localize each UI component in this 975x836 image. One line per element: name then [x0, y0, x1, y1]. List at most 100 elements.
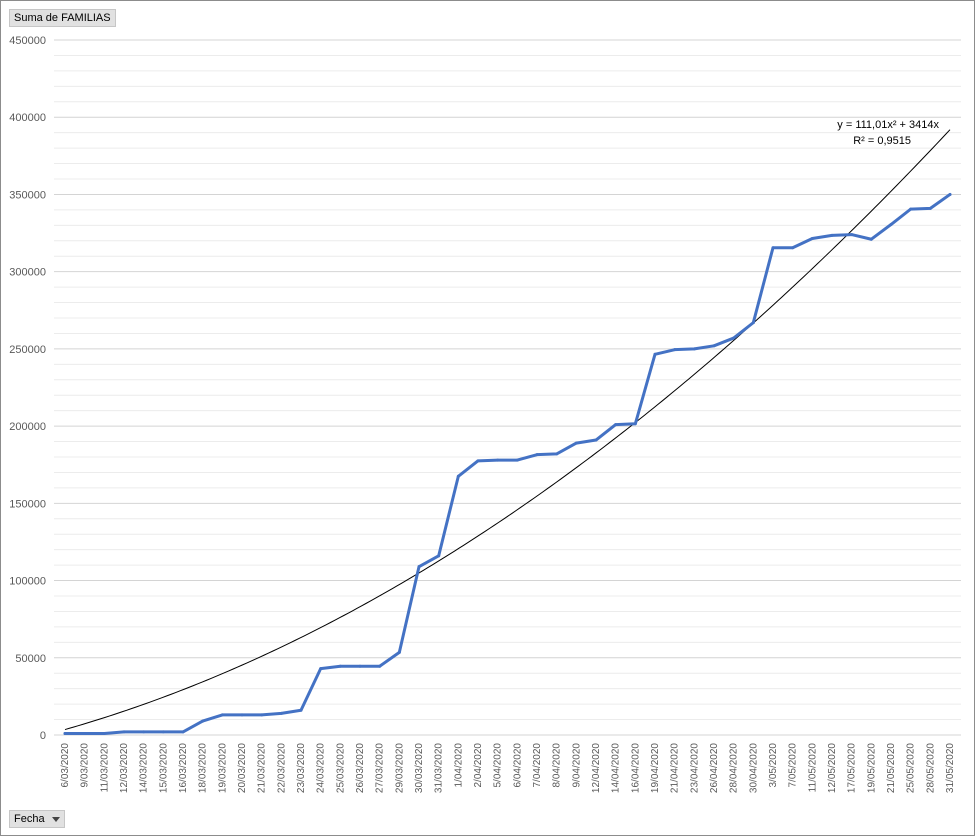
x-tick-label: 26/03/2020 — [355, 743, 366, 793]
data-point — [220, 713, 224, 717]
x-tick-label: 3/05/2020 — [768, 743, 779, 788]
data-point — [712, 344, 716, 348]
data-point — [358, 664, 362, 668]
x-tick-label: 24/03/2020 — [316, 743, 327, 793]
x-tick-label: 5/04/2020 — [493, 743, 504, 788]
data-point — [909, 207, 913, 211]
data-point — [476, 459, 480, 463]
data-point — [496, 458, 500, 462]
x-tick-label: 30/04/2020 — [748, 743, 759, 793]
y-tick-label: 200000 — [9, 421, 46, 433]
data-point — [102, 731, 106, 735]
trendline-group — [64, 129, 951, 731]
x-tick-label: 6/03/2020 — [60, 743, 71, 788]
data-point — [948, 192, 952, 196]
y-tick-label: 0 — [40, 730, 46, 742]
x-tick-label: 25/05/2020 — [906, 743, 917, 793]
data-point — [653, 352, 657, 356]
x-tick-label: 14/03/2020 — [139, 743, 150, 793]
y-tick-label: 450000 — [9, 35, 46, 47]
x-tick-label: 7/05/2020 — [788, 743, 799, 788]
data-point — [791, 246, 795, 250]
trendline — [64, 129, 951, 731]
x-tick-label: 12/05/2020 — [827, 743, 838, 793]
x-tick-label: 9/04/2020 — [571, 743, 582, 788]
trendline-r2: R² = 0,9515 — [853, 135, 911, 147]
x-tick-label: 20/03/2020 — [237, 743, 248, 793]
data-point — [83, 731, 87, 735]
x-tick-label: 19/05/2020 — [866, 743, 877, 793]
x-tick-label: 30/03/2020 — [414, 743, 425, 793]
x-tick-label: 29/03/2020 — [394, 743, 405, 793]
x-tick-label: 17/05/2020 — [847, 743, 858, 793]
x-tick-label: 31/03/2020 — [434, 743, 445, 793]
trendline-equation: y = 111,01x² + 3414x — [837, 119, 939, 131]
x-tick-label: 26/04/2020 — [709, 743, 720, 793]
data-point — [614, 423, 618, 427]
y-tick-label: 400000 — [9, 112, 46, 124]
data-point — [260, 713, 264, 717]
x-tick-label: 28/04/2020 — [729, 743, 740, 793]
x-tick-label: 2/04/2020 — [473, 743, 484, 788]
data-point — [928, 206, 932, 210]
y-tick-label: 150000 — [9, 498, 46, 510]
y-axis-ticks: 0 50000 100000 150000 200000 250000 300000 3500… — [9, 35, 46, 742]
series-line — [63, 192, 952, 735]
data-point — [555, 452, 559, 456]
x-tick-label: 11/05/2020 — [807, 743, 818, 793]
x-tick-label: 12/03/2020 — [119, 743, 130, 793]
data-point — [869, 237, 873, 241]
x-tick-label: 19/03/2020 — [217, 743, 228, 793]
x-tick-label: 21/04/2020 — [670, 743, 681, 793]
series-group — [63, 192, 952, 735]
data-point — [240, 713, 244, 717]
x-tick-label: 1/04/2020 — [453, 743, 464, 788]
data-point — [319, 667, 323, 671]
x-tick-label: 31/05/2020 — [945, 743, 956, 793]
x-tick-label: 16/03/2020 — [178, 743, 189, 793]
x-tick-label: 21/03/2020 — [257, 743, 268, 793]
x-tick-label: 15/03/2020 — [158, 743, 169, 793]
y-tick-label: 250000 — [9, 344, 46, 356]
data-point — [889, 223, 893, 227]
data-point — [771, 246, 775, 250]
data-point — [181, 730, 185, 734]
x-tick-label: 8/04/2020 — [552, 743, 563, 788]
y-tick-label: 100000 — [9, 576, 46, 588]
axis-field-label: Fecha — [14, 813, 45, 825]
data-point — [515, 458, 519, 462]
x-tick-label: 12/04/2020 — [591, 743, 602, 793]
data-point — [338, 664, 342, 668]
y-tick-label: 50000 — [15, 653, 46, 665]
value-field-button[interactable]: Suma de FAMILIAS — [9, 9, 116, 27]
x-tick-label: 6/04/2020 — [512, 743, 523, 788]
axis-field-filter-button[interactable]: Fecha — [9, 810, 65, 828]
x-tick-label: 25/03/2020 — [335, 743, 346, 793]
y-tick-label: 300000 — [9, 267, 46, 279]
x-tick-label: 28/05/2020 — [925, 743, 936, 793]
data-point — [830, 233, 834, 237]
x-tick-label: 11/03/2020 — [99, 743, 110, 793]
x-tick-label: 21/05/2020 — [886, 743, 897, 793]
data-point — [594, 438, 598, 442]
x-tick-label: 23/03/2020 — [296, 743, 307, 793]
data-point — [161, 730, 165, 734]
x-tick-label: 14/04/2020 — [611, 743, 622, 793]
gridlines — [54, 39, 961, 736]
x-tick-label: 7/04/2020 — [532, 743, 543, 788]
y-tick-label: 350000 — [9, 189, 46, 201]
data-point — [810, 236, 814, 240]
x-tick-label: 23/04/2020 — [689, 743, 700, 793]
data-point — [692, 347, 696, 351]
x-tick-label: 19/04/2020 — [650, 743, 661, 793]
data-point — [732, 336, 736, 340]
data-point — [673, 348, 677, 352]
dropdown-arrow-icon — [51, 816, 60, 822]
data-point — [279, 711, 283, 715]
data-point — [299, 708, 303, 712]
x-tick-label: 22/03/2020 — [276, 743, 287, 793]
data-point — [437, 554, 441, 558]
x-tick-label: 18/03/2020 — [198, 743, 209, 793]
